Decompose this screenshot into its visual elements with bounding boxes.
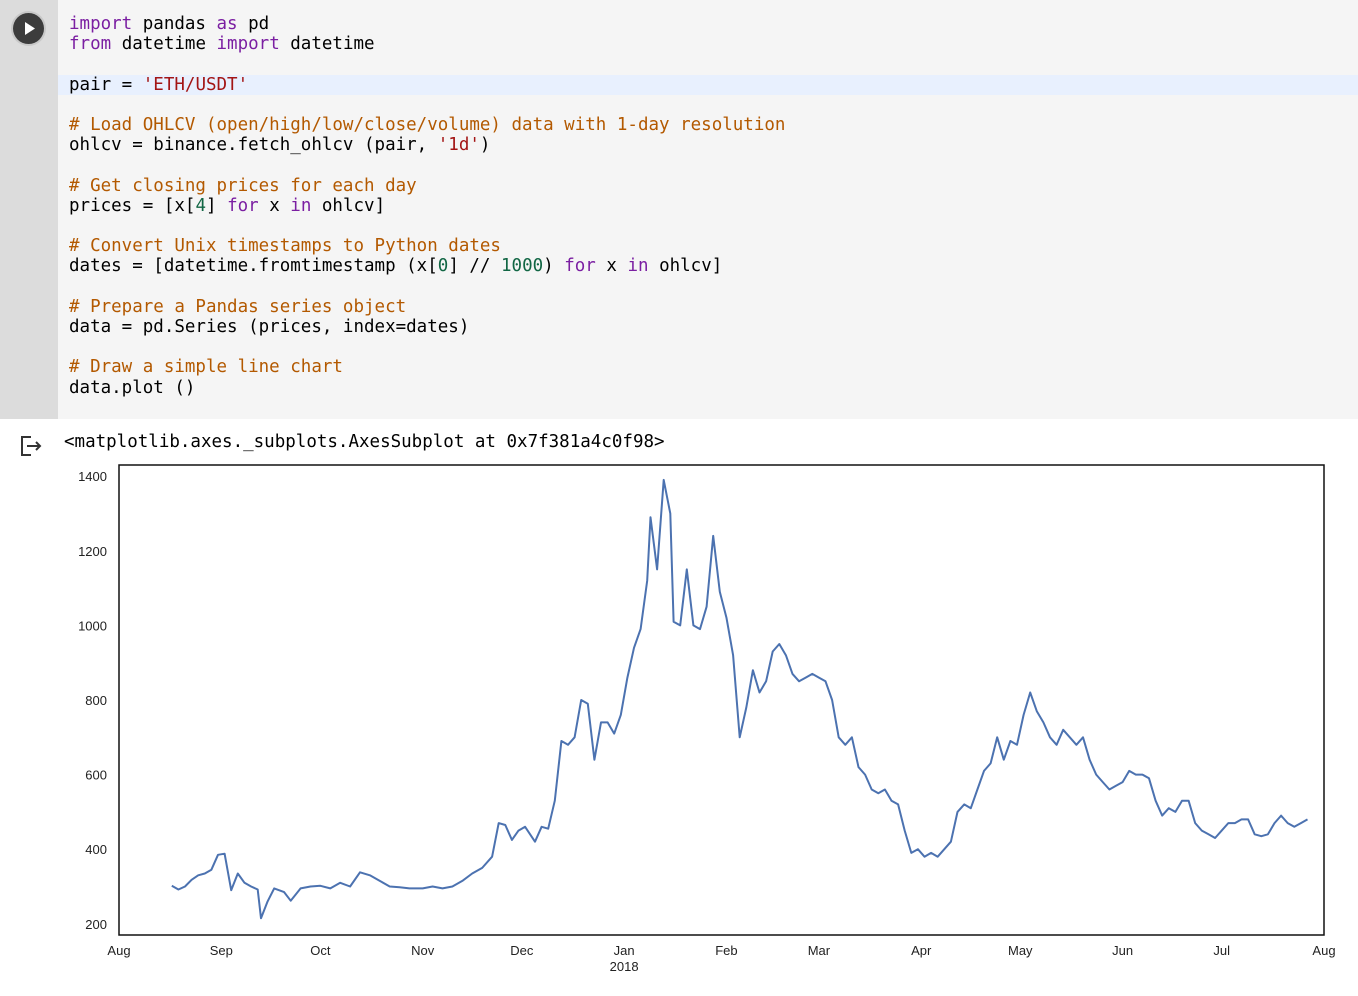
code-token: ohlcv]	[648, 256, 723, 277]
x-tick-label: Feb	[715, 943, 737, 958]
code-token: )	[479, 135, 491, 156]
code-line: ohlcv = binance.fetch_ohlcv (pair, '1d')	[58, 135, 1358, 155]
code-line: from datetime import datetime	[58, 34, 1358, 54]
y-tick-label: 400	[85, 842, 107, 857]
code-token: data.plot ()	[69, 377, 196, 398]
cell-gutter	[0, 0, 58, 419]
y-tick-label: 1200	[78, 544, 107, 559]
code-line	[58, 155, 1358, 175]
x-tick-label: Jul	[1213, 943, 1230, 958]
x-tick-label: Oct	[310, 943, 331, 958]
y-tick-label: 1000	[78, 618, 107, 633]
x-tick-label: Mar	[808, 943, 831, 958]
code-line: # Get closing prices for each day	[58, 176, 1358, 196]
code-token: # Draw a simple line chart	[69, 357, 343, 378]
code-line: # Draw a simple line chart	[58, 357, 1358, 377]
output-text: <matplotlib.axes._subplots.AxesSubplot a…	[64, 432, 665, 452]
code-token: dates = [datetime.fromtimestamp (x[	[69, 256, 438, 277]
line-chart: 200 400 600 800 1000 1200 1400 Aug Sep Oct Nov Dec…	[78, 464, 1336, 974]
code-token: in	[627, 256, 649, 277]
code-token: for	[227, 195, 259, 216]
code-line: # Load OHLCV (open/high/low/close/volume…	[58, 115, 1358, 135]
x-tick-label: Apr	[911, 943, 932, 958]
code-token: 4	[195, 195, 206, 216]
x-tick-label: Nov	[411, 943, 435, 958]
code-cell[interactable]: import pandas as pd from datetime import …	[0, 0, 1358, 419]
code-token: ] //	[448, 256, 501, 277]
code-line: pair = 'ETH/USDT'	[58, 74, 1358, 95]
code-token: from	[69, 34, 112, 55]
code-token: pair =	[69, 74, 143, 95]
code-token: 'ETH/USDT'	[142, 74, 249, 95]
y-tick-label: 600	[85, 768, 107, 783]
x-tick-label: Jun	[1112, 943, 1133, 958]
code-line: data.plot ()	[58, 378, 1358, 398]
code-token: x	[258, 195, 291, 216]
code-line: # Prepare a Pandas series object	[58, 297, 1358, 317]
code-token: # Get closing prices for each day	[69, 175, 417, 196]
code-line	[58, 216, 1358, 236]
code-line: prices = [x[4] for x in ohlcv]	[58, 196, 1358, 216]
output-arrow-icon	[21, 436, 42, 456]
code-token: pd	[237, 14, 270, 34]
code-token: ohlcv = binance.fetch_ohlcv (pair,	[69, 135, 438, 156]
code-token: )	[543, 256, 565, 277]
code-line: import pandas as pd	[58, 14, 1358, 34]
code-token: datetime	[111, 34, 217, 55]
code-line: # Convert Unix timestamps to Python date…	[58, 236, 1358, 256]
code-token: ]	[205, 195, 228, 216]
code-token: ohlcv]	[311, 195, 386, 216]
x-tick-label: Dec	[510, 943, 534, 958]
code-token: x	[595, 256, 628, 277]
code-token: for	[564, 256, 596, 277]
code-token: pandas	[132, 14, 217, 34]
code-line: data = pd.Series (prices, index=dates)	[58, 317, 1358, 337]
run-cell-button[interactable]	[13, 13, 44, 44]
code-token: data = pd.Series (prices, index=dates)	[69, 317, 470, 337]
y-tick-label: 200	[85, 917, 107, 932]
code-line	[58, 337, 1358, 357]
code-line	[58, 54, 1358, 74]
code-token: 1000	[501, 256, 544, 277]
code-token: prices = [x[	[69, 195, 196, 216]
play-icon	[25, 22, 35, 35]
code-token: import	[216, 34, 280, 55]
code-line	[58, 95, 1358, 115]
code-token: in	[290, 195, 312, 216]
x-tick-label: May	[1008, 943, 1033, 958]
y-tick-label: 1400	[78, 469, 107, 484]
plot-area	[118, 464, 1325, 936]
code-token: as	[216, 14, 238, 34]
code-token: # Load OHLCV (open/high/low/close/volume…	[69, 115, 786, 135]
code-line	[58, 277, 1358, 297]
x-tick-label: Aug	[107, 943, 130, 958]
code-line: dates = [datetime.fromtimestamp (x[0] //…	[58, 256, 1358, 276]
x-tick-label: Aug	[1312, 943, 1335, 958]
code-token: # Convert Unix timestamps to Python date…	[69, 236, 501, 257]
code-token: # Prepare a Pandas series object	[69, 296, 407, 317]
code-token: datetime	[279, 34, 375, 55]
x-tick-label: Jan	[614, 943, 635, 958]
x-tick-sublabel: 2018	[610, 959, 639, 974]
series-line	[171, 478, 1308, 920]
code-token: '1d'	[437, 135, 480, 156]
x-tick-label: Sep	[210, 943, 233, 958]
y-tick-label: 800	[85, 693, 107, 708]
code-token: 0	[437, 256, 449, 277]
code-token: import	[69, 14, 133, 34]
